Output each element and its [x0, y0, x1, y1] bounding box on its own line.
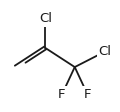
- Text: F: F: [84, 88, 91, 101]
- Text: Cl: Cl: [99, 45, 111, 58]
- Text: Cl: Cl: [39, 12, 52, 25]
- Text: F: F: [58, 88, 66, 101]
